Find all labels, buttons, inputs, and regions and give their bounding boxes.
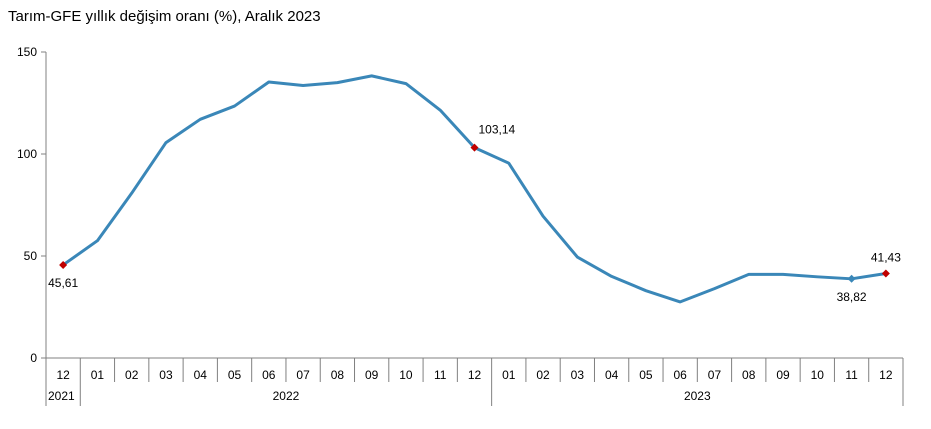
data-label: 41,43 — [871, 250, 901, 264]
x-tick-label: 02 — [536, 368, 550, 382]
highlight-marker — [470, 143, 479, 152]
x-tick-label: 05 — [639, 368, 653, 382]
highlight-marker — [59, 260, 68, 269]
x-tick-label: 08 — [742, 368, 756, 382]
highlight-marker — [881, 269, 890, 278]
x-year-label: 2022 — [273, 389, 300, 403]
x-tick-label: 07 — [708, 368, 722, 382]
chart-axes: 0 50 100 150 — [17, 45, 903, 365]
x-tick-label: 11 — [845, 368, 858, 382]
x-tick-label: 01 — [91, 368, 105, 382]
x-tick-label: 02 — [125, 368, 139, 382]
x-tick-label: 12 — [879, 368, 893, 382]
x-tick-label: 04 — [605, 368, 619, 382]
x-tick-label: 01 — [502, 368, 516, 382]
x-year-label: 2021 — [48, 389, 75, 403]
x-tick-label: 12 — [56, 368, 70, 382]
x-year-label: 2023 — [684, 389, 711, 403]
x-tick-label: 08 — [331, 368, 345, 382]
x-tick-label: 07 — [296, 368, 310, 382]
chart-series — [61, 74, 888, 304]
data-label: 103,14 — [479, 123, 516, 137]
x-tick-label: 09 — [365, 368, 379, 382]
series-line — [61, 74, 888, 304]
x-axis-categories: 12 01 02 03 04 05 06 07 08 09 10 11 12 01 02 03 04 05 06 07… — [45, 358, 904, 406]
x-tick-label: 06 — [262, 368, 276, 382]
chart-title: Tarım-GFE yıllık değişim oranı (%), Aral… — [8, 8, 321, 25]
y-tick-label: 0 — [30, 351, 37, 365]
x-tick-label: 10 — [811, 368, 825, 382]
x-tick-label: 05 — [228, 368, 242, 382]
x-tick-label: 09 — [776, 368, 790, 382]
data-labels: 45,61 103,14 38,82 41,43 — [48, 123, 901, 304]
x-tick-label: 12 — [468, 368, 482, 382]
x-tick-label: 11 — [434, 368, 447, 382]
x-tick-label: 03 — [571, 368, 585, 382]
x-tick-label: 06 — [674, 368, 688, 382]
highlight-marker — [847, 274, 856, 283]
y-tick-label: 150 — [17, 45, 37, 59]
y-tick-label: 50 — [24, 249, 38, 263]
data-label: 38,82 — [837, 290, 867, 304]
x-tick-label: 04 — [194, 368, 208, 382]
x-tick-label: 10 — [399, 368, 413, 382]
y-tick-label: 100 — [17, 147, 37, 161]
data-label: 45,61 — [48, 276, 78, 290]
x-tick-label: 03 — [159, 368, 173, 382]
